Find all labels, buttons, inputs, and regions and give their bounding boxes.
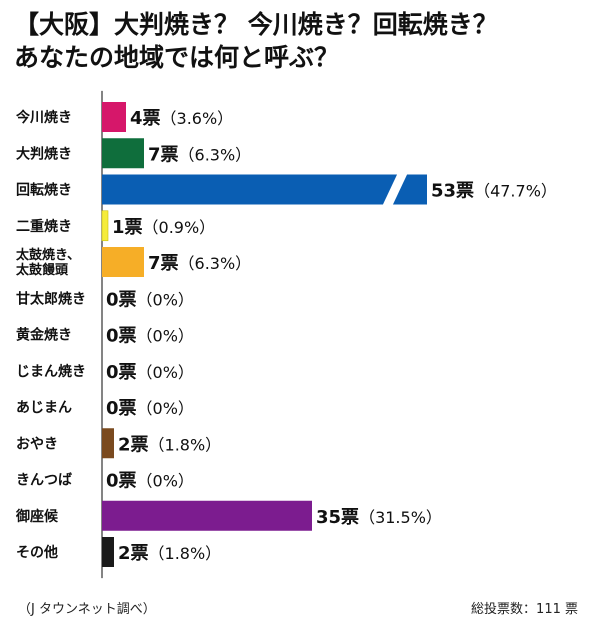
value-label: 0票（0%）: [106, 362, 194, 383]
category-label: 今川焼き: [15, 109, 72, 126]
value-label: 0票（0%）: [106, 326, 194, 347]
value-label: 0票（0%）: [106, 289, 194, 310]
value-label: 0票（0%）: [106, 398, 194, 419]
category-label: 御座候: [15, 508, 59, 525]
bar: [102, 138, 144, 169]
value-label: 1票（0.9%）: [112, 217, 215, 238]
value-label: 2票（1.8%）: [118, 434, 221, 455]
bar: [102, 247, 144, 277]
value-label: 7票（6.3%）: [148, 253, 251, 274]
category-label: 黄金焼き: [16, 327, 72, 344]
source-note: （J タウンネット調べ）: [18, 602, 156, 617]
value-label: 4票（3.6%）: [130, 108, 233, 129]
category-label: おやき: [16, 436, 58, 452]
category-label: 二重焼き: [16, 218, 72, 235]
value-label: 35票（31.5%）: [316, 507, 442, 528]
category-label: 回転焼き: [16, 182, 72, 199]
bar: [102, 174, 427, 205]
category-label: 大判焼き: [16, 145, 72, 162]
category-label: きんつば: [16, 473, 72, 489]
total-votes: 総投票数：111 票: [471, 602, 578, 617]
bar: [101, 210, 109, 242]
value-label: 0票（0%）: [106, 471, 194, 492]
category-label: あじまん: [16, 400, 72, 416]
bar: [102, 537, 114, 567]
value-label: 53票（47.7%）: [431, 181, 557, 202]
title-line-2: あなたの地域では何と呼ぶ？: [14, 43, 340, 72]
category-label: じまん焼き: [16, 363, 86, 380]
category-label: 太鼓焼き、太鼓饅頭: [15, 247, 80, 278]
value-label: 7票（6.3%）: [148, 144, 251, 165]
value-label: 2票（1.8%）: [118, 543, 221, 564]
bar: [102, 500, 312, 531]
title-line-1: 【大阪】大判焼き？ 今川焼き？回転焼き？: [14, 10, 498, 39]
bar: [102, 428, 114, 459]
category-label: その他: [16, 544, 58, 561]
category-label: 甘太郎焼き: [16, 290, 86, 307]
axis-break-mark: [382, 172, 408, 207]
bar: [102, 102, 126, 132]
chart-title: 【大阪】大判焼き？ 今川焼き？回転焼き？ あなたの地域では何と呼ぶ？: [14, 8, 580, 74]
